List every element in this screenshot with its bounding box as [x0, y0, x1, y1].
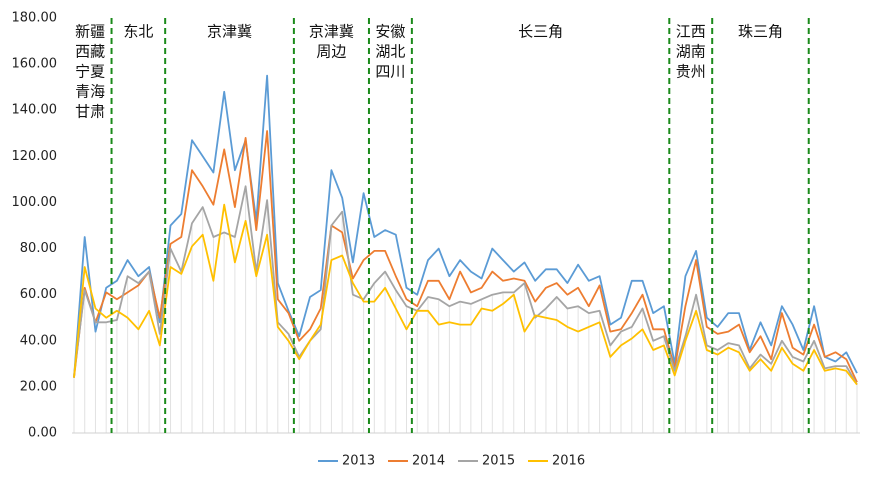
- y-tick-label: 100.00: [12, 195, 58, 210]
- y-tick-label: 20.00: [20, 379, 57, 394]
- series-line: [73, 203, 858, 386]
- legend-label: 2016: [552, 454, 585, 469]
- region-label: 四川: [375, 63, 405, 81]
- region-label: 安徽: [375, 23, 405, 41]
- region-label: 青海: [75, 83, 105, 101]
- legend-label: 2013: [342, 454, 375, 469]
- legend-label: 2015: [482, 454, 515, 469]
- y-tick-label: 40.00: [20, 333, 57, 348]
- y-tick-label: 160.00: [12, 57, 58, 72]
- y-tick-label: 180.00: [12, 11, 58, 26]
- region-label: 宁夏: [75, 63, 105, 81]
- region-label: 长三角: [518, 23, 563, 41]
- series-line: [73, 130, 858, 383]
- region-label: 江西: [676, 23, 706, 41]
- region-label: 珠三角: [738, 23, 783, 41]
- y-tick-label: 80.00: [20, 241, 57, 256]
- region-label: 湖南: [676, 43, 706, 61]
- y-tick-label: 140.00: [12, 103, 58, 118]
- region-label: 湖北: [375, 43, 405, 61]
- series-line: [73, 185, 858, 386]
- y-tick-label: 60.00: [20, 287, 57, 302]
- y-tick-label: 0.00: [28, 426, 57, 441]
- region-label: 贵州: [676, 63, 706, 81]
- y-tick-label: 120.00: [12, 149, 58, 164]
- region-label: 东北: [123, 23, 153, 41]
- region-label: 京津冀: [309, 23, 354, 41]
- region-label: 周边: [316, 43, 346, 61]
- legend-label: 2014: [412, 454, 445, 469]
- region-label: 京津冀: [207, 23, 252, 41]
- series-line: [73, 74, 858, 378]
- region-label: 甘肃: [75, 103, 105, 121]
- region-label: 西藏: [75, 43, 105, 61]
- region-label: 新疆: [75, 23, 105, 41]
